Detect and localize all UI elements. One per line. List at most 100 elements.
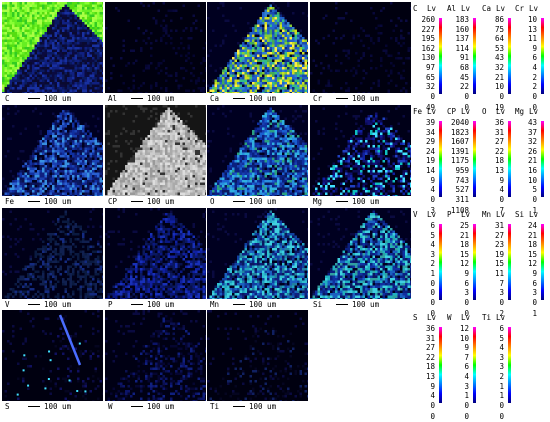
colorbar [508,121,511,197]
legend-value: 31 [482,221,504,231]
legend-value: 21 [515,156,537,166]
legend-value: 162 [413,44,435,54]
legend-value: 21 [447,231,469,241]
legend-value: 0 [413,401,435,411]
legend-value: 27 [413,343,435,353]
legend-value: 0 [482,92,504,102]
legend-value: 10 [515,15,537,25]
map-image-mn [207,208,308,299]
legend-value: 183 [447,15,469,25]
scale-bar [28,98,40,99]
element-label: P [108,299,113,310]
scale-label: 100 um [147,299,174,310]
map-image-fe [2,105,103,196]
legend-lv-label: Lv [427,313,436,323]
map-image-ti [207,310,308,401]
legend-value: 2 [482,372,504,382]
legend-value: 3 [447,382,469,392]
scale-label: 100 um [44,93,71,104]
scale-label: 100 um [44,401,71,412]
legend-value: 65 [413,73,435,83]
map-image-cp [105,105,206,196]
legend-value: 0 [515,195,537,205]
legend-value: 9 [447,343,469,353]
map-image-al [105,2,206,93]
scale-label: 100 um [147,401,174,412]
legend-value: 19 [482,250,504,260]
legend-value: 32 [482,63,504,73]
legend-value: 22 [413,353,435,363]
legend-value: 195 [413,34,435,44]
legend-value: 43 [482,53,504,63]
legend-value: 9 [413,382,435,392]
legend-value: 0 [413,195,435,205]
legend-value: 36 [482,118,504,128]
legend-value: 4 [413,391,435,401]
scale-bar [233,98,245,99]
colorbar [508,224,511,300]
legend-value: 527 [447,185,469,195]
scale-bar [28,201,40,202]
legend-value: 0 [447,412,469,422]
map-image-mg [310,105,411,196]
legend-lv-label: Lv [461,313,470,323]
map-caption: C 100 um [2,93,103,104]
legend-value: 7 [447,353,469,363]
legend-value: 6 [482,324,504,334]
element-label: Cr [313,93,322,104]
legend-value: 5 [413,231,435,241]
legend-value: 16 [515,166,537,176]
legend-value: 21 [515,231,537,241]
colorbar [439,18,442,94]
scale-label: 100 um [249,196,276,207]
legend-value: 22 [447,82,469,92]
element-label: CP [108,196,117,207]
legend-element: Mg [515,107,529,117]
legend-value: 3 [482,362,504,372]
legend-value: 0 [413,288,435,298]
scale-label: 100 um [147,196,174,207]
legend-value: 68 [447,63,469,73]
colorbar [508,18,511,94]
element-label: C [5,93,10,104]
legend-value: 0 [482,412,504,422]
legend-value: 24 [413,147,435,157]
legend-lv-label: Lv [529,210,538,220]
legend-element: Fe [413,107,427,117]
scale-label: 100 um [147,93,174,104]
colorbar [439,327,442,403]
legend-value: 29 [413,137,435,147]
legend-element: Ti [482,313,496,323]
legend-value: 0 [447,92,469,102]
legend-value: 19 [413,156,435,166]
legend-value: 91 [447,53,469,63]
legend-lv-label: Lv [427,107,436,117]
legend-value: 31 [482,128,504,138]
legend-value: 0 [447,401,469,411]
legend-value: 15 [447,250,469,260]
legend-value: 11 [482,269,504,279]
legend-element: Al [447,4,461,14]
colorbar [508,327,511,403]
legend-value: 12 [515,259,537,269]
legend-value: 4 [515,63,537,73]
legend-value: 64 [482,34,504,44]
